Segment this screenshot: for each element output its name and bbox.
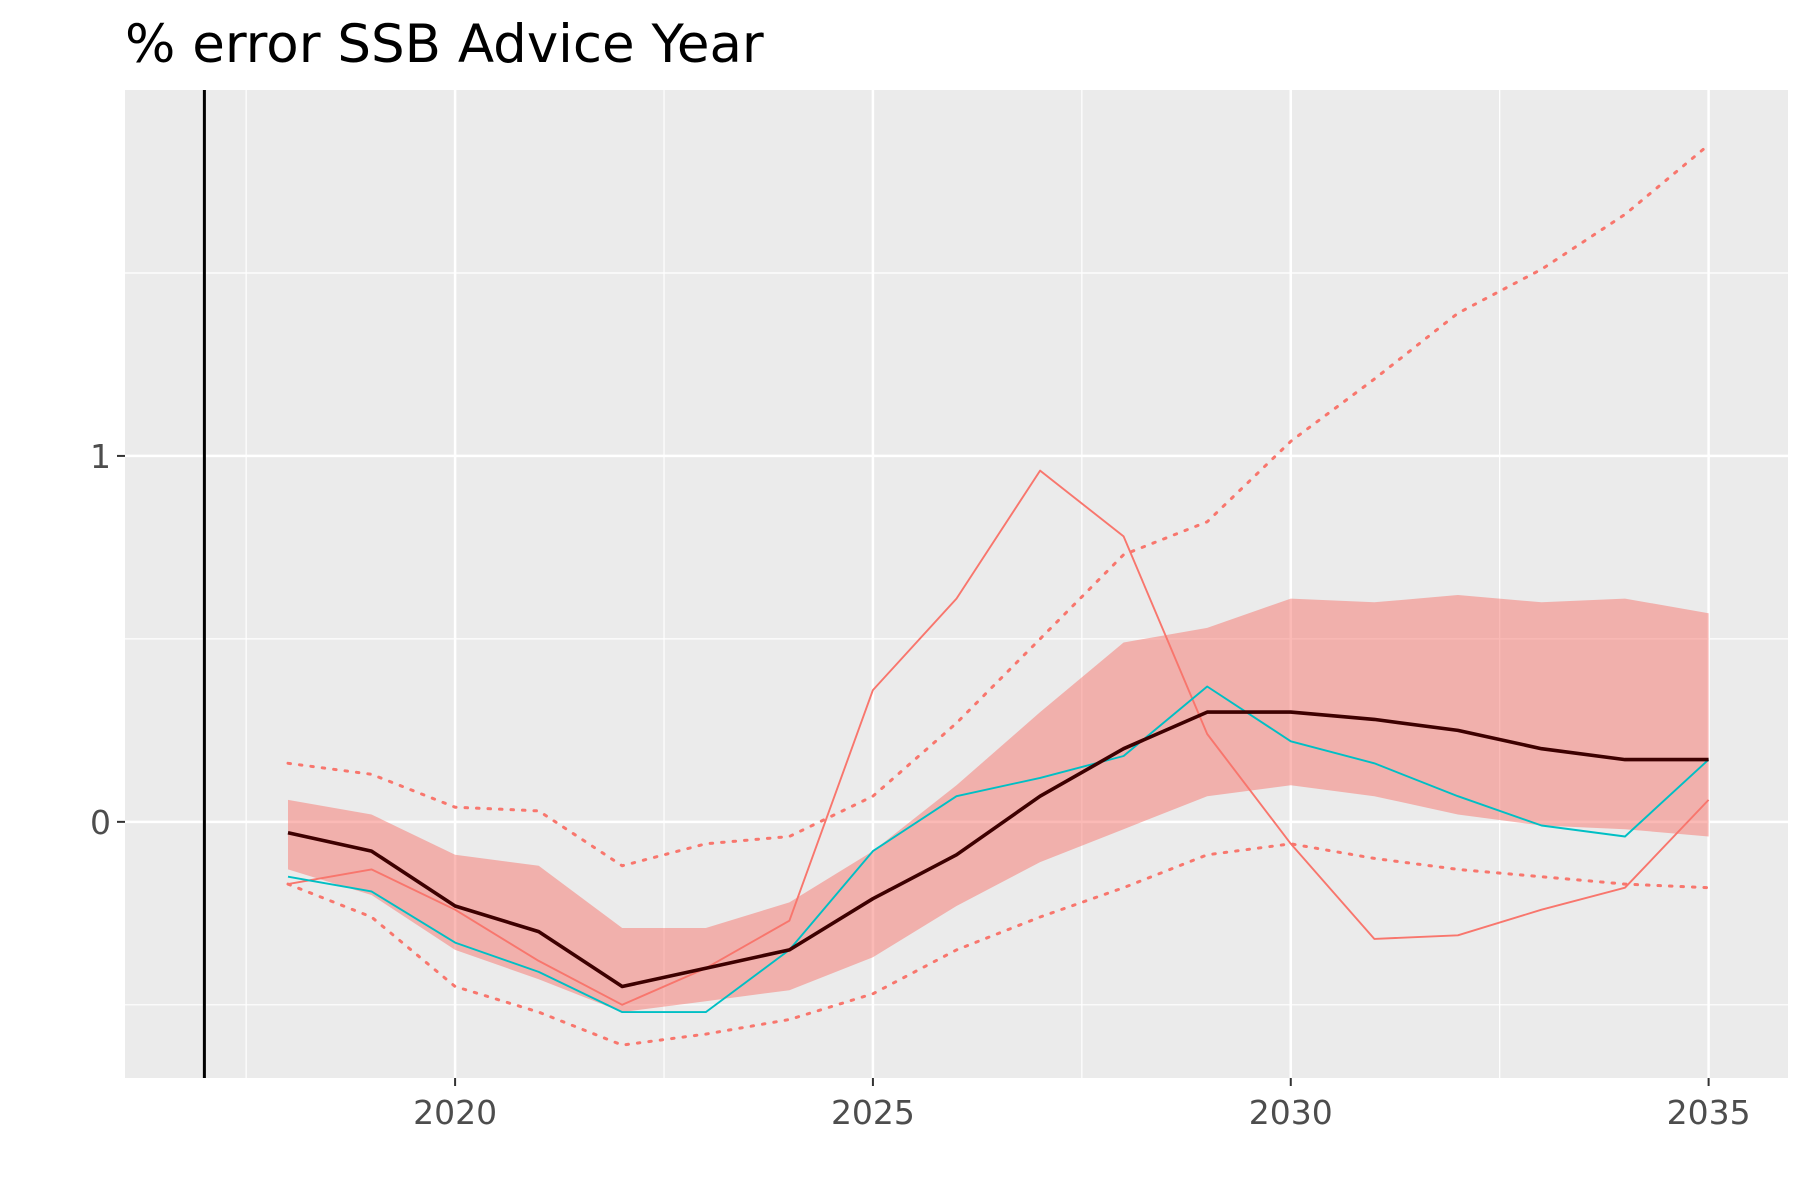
x-tick-label: 2035	[1667, 1093, 1751, 1132]
series-line-0	[287, 710, 1709, 989]
plot-panel	[125, 90, 1788, 1078]
series-lines	[286, 143, 1711, 1047]
series-line-1	[287, 469, 1710, 1006]
y-axis: 01	[90, 437, 125, 842]
y-tick-label: 0	[90, 803, 111, 842]
series-line-2	[287, 685, 1710, 1014]
chart-title: % error SSB Advice Year	[125, 14, 764, 75]
x-tick-label: 2025	[831, 1093, 915, 1132]
series-line-3	[286, 143, 1711, 868]
grid-minor-lines	[125, 90, 1788, 1078]
x-tick-label: 2030	[1249, 1093, 1333, 1132]
x-tick-label: 2020	[413, 1093, 497, 1132]
series-line-4	[286, 842, 1711, 1047]
x-axis: 2020 2025 2030 2035	[413, 1078, 1751, 1132]
confidence-band	[288, 595, 1709, 1013]
y-tick-label: 1	[90, 437, 111, 476]
